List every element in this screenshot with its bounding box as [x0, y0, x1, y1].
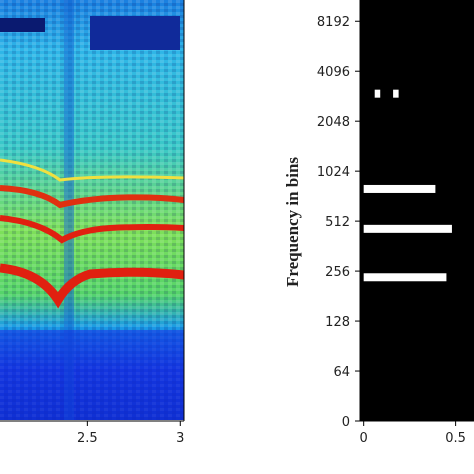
mask-band: [363, 273, 447, 282]
y-axis-label: Frequency in bins: [283, 157, 302, 287]
dark-column: [64, 0, 74, 420]
y-tick-label: 4096: [317, 65, 350, 80]
y-tick-label: 8192: [317, 15, 350, 30]
x-tick-label: 0: [360, 431, 368, 446]
y-tick-label: 128: [325, 315, 350, 330]
dark-band: [0, 18, 45, 32]
y-tick-label: 256: [325, 265, 350, 280]
spectrogram: [0, 0, 185, 422]
x-tick-label: 3: [176, 431, 184, 446]
dark-band: [90, 16, 180, 50]
harmonic: [0, 158, 185, 182]
mask-band: [363, 184, 436, 193]
mask-plot: Frequency in bins: [283, 157, 302, 287]
x-tick-label: 0.5: [445, 431, 466, 446]
y-tick-label: 2048: [317, 115, 350, 130]
x-tick-label: 2.5: [77, 431, 98, 446]
harmonic: [0, 215, 185, 244]
mask-band: [393, 89, 399, 98]
y-tick-label: 64: [333, 365, 350, 380]
mask-band: [374, 89, 381, 98]
y-tick-label: 0: [342, 415, 350, 430]
y-tick-label: 1024: [317, 165, 350, 180]
harmonic: [0, 185, 185, 209]
y-tick-label: 512: [325, 215, 350, 230]
low-band: [0, 330, 184, 420]
mask-band: [363, 224, 452, 233]
harmonic: [0, 263, 185, 309]
mask-background: [360, 0, 474, 421]
